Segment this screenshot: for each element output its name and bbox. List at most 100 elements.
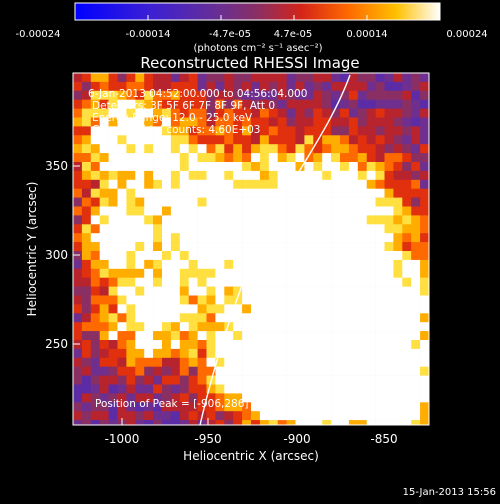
image-pixel: [99, 224, 109, 234]
image-pixel: [295, 295, 305, 305]
image-pixel: [304, 153, 314, 163]
image-pixel: [375, 233, 385, 243]
image-pixel: [117, 304, 127, 314]
image-pixel: [144, 331, 154, 341]
image-pixel: [251, 126, 261, 136]
image-pixel: [393, 153, 403, 163]
image-pixel: [117, 108, 127, 118]
image-pixel: [126, 179, 136, 189]
image-pixel: [188, 251, 198, 261]
image-pixel: [357, 375, 367, 385]
image-pixel: [197, 242, 207, 252]
image-pixel: [162, 197, 172, 207]
image-pixel: [402, 420, 412, 425]
image-pixel: [224, 73, 234, 83]
y-axis-label: Heliocentric Y (arcsec): [25, 182, 39, 317]
image-pixel: [206, 340, 216, 350]
image-pixel: [268, 393, 278, 403]
image-pixel: [197, 117, 207, 127]
image-pixel: [144, 340, 154, 350]
image-pixel: [259, 322, 270, 332]
image-pixel: [331, 126, 341, 136]
image-pixel: [357, 357, 367, 367]
image-pixel: [215, 144, 225, 154]
image-pixel: [375, 375, 385, 385]
image-pixel: [251, 81, 261, 92]
image-pixel: [73, 322, 83, 332]
image-pixel: [331, 251, 341, 261]
image-pixel: [117, 277, 127, 287]
image-pixel: [313, 304, 323, 314]
image-pixel: [153, 179, 163, 189]
image-pixel: [313, 215, 323, 225]
image-pixel: [259, 215, 270, 225]
image-pixel: [295, 188, 305, 198]
image-pixel: [322, 215, 332, 225]
image-pixel: [117, 286, 127, 296]
image-pixel: [411, 170, 421, 181]
image-pixel: [384, 90, 394, 100]
image-pixel: [268, 144, 278, 154]
image-pixel: [188, 348, 198, 359]
image-pixel: [411, 242, 421, 252]
image-pixel: [117, 224, 127, 234]
image-pixel: [286, 411, 296, 421]
image-pixel: [144, 126, 154, 136]
image-pixel: [304, 224, 314, 234]
image-pixel: [277, 420, 287, 425]
image-pixel: [357, 322, 367, 332]
image-pixel: [197, 135, 207, 145]
image-pixel: [420, 340, 429, 350]
image-pixel: [429, 385, 438, 394]
image-pixel: [188, 233, 198, 243]
image-pixel: [331, 170, 341, 181]
image-pixel: [153, 322, 163, 332]
image-pixel: [340, 357, 350, 367]
image-pixel: [331, 73, 341, 83]
image-pixel: [81, 224, 92, 234]
image-pixel: [402, 313, 412, 323]
image-pixel: [384, 251, 394, 261]
image-pixel: [90, 197, 100, 207]
image-pixel: [206, 348, 216, 359]
image-pixel: [170, 242, 181, 252]
image-pixel: [393, 420, 403, 425]
image-pixel: [340, 259, 350, 270]
image-pixel: [366, 402, 376, 412]
image-pixel: [215, 402, 225, 412]
image-pixel: [224, 90, 234, 100]
image-pixel: [224, 170, 234, 181]
image-pixel: [393, 81, 403, 92]
image-pixel: [411, 162, 421, 172]
image-pixel: [384, 144, 394, 154]
x-tick-label: -1000: [105, 432, 140, 446]
image-pixel: [259, 268, 270, 278]
image-pixel: [348, 170, 359, 181]
image-pixel: [420, 277, 429, 287]
image-pixel: [357, 286, 367, 296]
image-pixel: [206, 188, 216, 198]
image-pixel: [99, 179, 109, 189]
image-pixel: [242, 197, 252, 207]
image-pixel: [242, 170, 252, 181]
image-pixel: [197, 331, 207, 341]
image-pixel: [429, 376, 438, 385]
image-pixel: [375, 162, 385, 172]
image-pixel: [179, 286, 189, 296]
image-pixel: [393, 322, 403, 332]
image-pixel: [99, 242, 109, 252]
image-pixel: [99, 90, 109, 100]
image-pixel: [375, 393, 385, 403]
image-pixel: [402, 340, 412, 350]
image-pixel: [206, 277, 216, 287]
image-pixel: [277, 268, 287, 278]
image-pixel: [375, 206, 385, 216]
image-pixel: [188, 73, 198, 83]
image-pixel: [313, 162, 323, 172]
image-pixel: [215, 126, 225, 136]
image-pixel: [304, 313, 314, 323]
image-pixel: [429, 411, 438, 420]
image-pixel: [313, 322, 323, 332]
image-pixel: [144, 322, 154, 332]
image-pixel: [73, 268, 83, 278]
